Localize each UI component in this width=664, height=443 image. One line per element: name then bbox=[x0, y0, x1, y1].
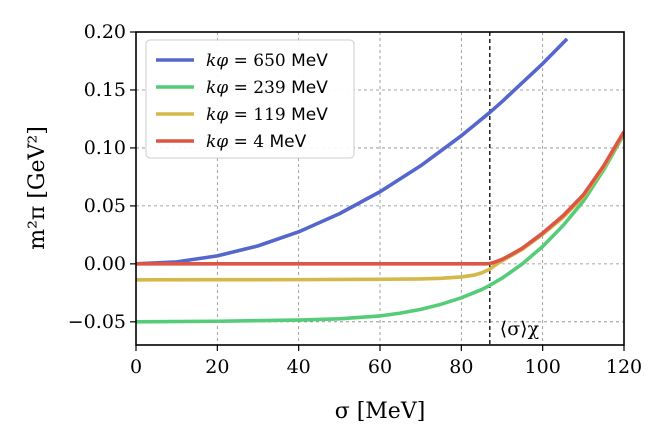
legend-label-3: kφ = 4 MeV bbox=[206, 132, 307, 152]
y-tick-label: 0.15 bbox=[84, 79, 126, 101]
x-tick-label: 60 bbox=[368, 356, 392, 378]
y-tick-label: 0.00 bbox=[84, 253, 126, 275]
x-tick-label: 0 bbox=[130, 356, 142, 378]
series-group bbox=[136, 37, 624, 324]
legend-label-1: kφ = 239 MeV bbox=[206, 78, 328, 98]
y-tick-label: 0.20 bbox=[84, 21, 126, 43]
x-axis-label: σ [MeV] bbox=[335, 399, 426, 424]
x-tick-label: 40 bbox=[287, 356, 311, 378]
legend-label-2: kφ = 119 MeV bbox=[206, 105, 328, 125]
legend-box bbox=[145, 39, 355, 159]
legend: kφ = 650 MeV kφ = 239 MeV kφ = 119 MeV kφ =… bbox=[145, 39, 355, 159]
y-axis-label: m²π [GeV²] bbox=[25, 126, 50, 250]
series-line-1 bbox=[136, 133, 624, 324]
x-tick-label: 20 bbox=[205, 356, 229, 378]
y-tick-label: 0.05 bbox=[84, 195, 126, 217]
series-line-3 bbox=[136, 130, 624, 266]
vline-label: ⟨σ⟩χ bbox=[500, 318, 540, 340]
x-tick-label: 80 bbox=[449, 356, 473, 378]
ticks: 0 20 40 60 80 100 120 −0.05 0.00 0.05 0.10 0.15 0.20 bbox=[68, 21, 642, 378]
y-tick-label: 0.10 bbox=[84, 137, 126, 159]
annotations: ⟨σ⟩χ bbox=[500, 318, 540, 340]
x-tick-label: 120 bbox=[606, 356, 642, 378]
x-tick-label: 100 bbox=[525, 356, 561, 378]
series-line-0 bbox=[136, 37, 569, 266]
y-tick-label: −0.05 bbox=[68, 311, 126, 333]
legend-label-0: kφ = 650 MeV bbox=[206, 51, 328, 71]
